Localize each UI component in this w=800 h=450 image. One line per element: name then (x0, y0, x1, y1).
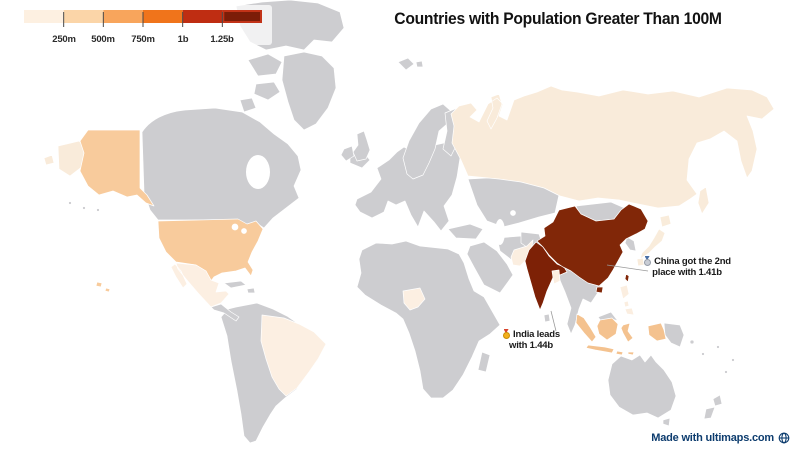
legend-segment-2 (63, 10, 104, 23)
great-lake (241, 228, 247, 234)
country-nigeria[interactable] (402, 287, 426, 311)
land-central-america (210, 303, 240, 322)
country-japan[interactable] (636, 214, 672, 267)
land-papua-new-guinea (663, 322, 685, 348)
country-china[interactable] (536, 203, 649, 294)
country-brazil[interactable] (260, 314, 327, 397)
land-africa (356, 240, 501, 399)
country-bangladesh[interactable] (551, 269, 561, 285)
great-lake (231, 223, 239, 231)
lakes (231, 155, 516, 245)
legend-segment-6 (222, 10, 262, 23)
annotation-lines (550, 264, 649, 332)
land-arabia (466, 241, 514, 294)
land-madagascar (477, 351, 491, 373)
legend-tick-label: 750m (131, 34, 155, 45)
land-pacific-island (689, 339, 695, 345)
legend-ticks (63, 12, 223, 27)
footer-credit-text: Made with ultimaps.com (651, 432, 774, 444)
legend-tick-label: 1.25b (210, 34, 234, 45)
page-title: Countries with Population Greater Than 1… (394, 10, 722, 28)
legend-tick-label: 1b (177, 34, 189, 45)
legend-bar (24, 10, 263, 27)
globe-icon (778, 432, 790, 444)
landmasses-gray (68, 0, 735, 444)
land-pacific-island (731, 358, 735, 362)
country-mexico[interactable] (170, 262, 230, 308)
india-leader-line (550, 310, 557, 332)
legend-top-bucket-outline (222, 10, 263, 23)
legend-segment-3 (103, 10, 143, 23)
india-annotation-line2: with 1.44b (509, 339, 553, 351)
legend: 250m 500m 750m 1b 1.25b (24, 10, 263, 46)
china-leader-line (606, 264, 649, 272)
land-svalbard (397, 57, 424, 71)
india-annotation-line1: India leads (513, 329, 560, 340)
land-pacific-island (716, 345, 720, 349)
land-uk-ireland (340, 130, 371, 162)
land-caribbean (223, 280, 256, 294)
legend-segment-5 (182, 10, 223, 23)
china-annotation-line2: place with 1.41b (652, 266, 722, 278)
legend-segment-4 (143, 10, 183, 23)
land-canada (141, 107, 302, 229)
china-annotation-line1: China got the 2nd (654, 256, 731, 267)
footer-credit-link[interactable]: Made with ultimaps.com (651, 432, 790, 444)
india-annotation: India leads with 1.44b (492, 329, 570, 351)
country-indonesia[interactable] (575, 313, 667, 356)
caspian-sea (495, 219, 505, 245)
land-aleutian-island (96, 208, 100, 212)
legend-labels: 250m 500m 750m 1b 1.25b (24, 34, 262, 46)
legend-tick-label: 500m (91, 34, 115, 45)
hudson-bay (246, 155, 270, 189)
country-philippines[interactable] (619, 284, 635, 316)
land-greenland (281, 51, 337, 131)
land-turkey (447, 223, 484, 240)
land-korea (624, 236, 637, 252)
land-aleutian-island (82, 206, 86, 210)
country-usa[interactable] (79, 129, 264, 293)
land-pacific-island (724, 370, 728, 374)
land-tasmania (662, 417, 671, 427)
aral-sea (510, 210, 516, 216)
china-annotation: China got the 2nd place with 1.41b (632, 256, 742, 278)
legend-tick-label: 250m (52, 34, 76, 45)
legend-segment-1 (24, 10, 64, 23)
land-new-zealand (703, 394, 723, 420)
land-sri-lanka (543, 313, 551, 323)
gold-medal-icon (502, 329, 510, 339)
black-sea (452, 210, 474, 222)
land-pacific-island (701, 352, 705, 356)
silver-medal-icon (643, 256, 651, 266)
land-aleutian-island (68, 201, 72, 205)
country-india[interactable] (524, 241, 568, 311)
land-australia (607, 354, 677, 419)
land-europe (354, 140, 461, 232)
